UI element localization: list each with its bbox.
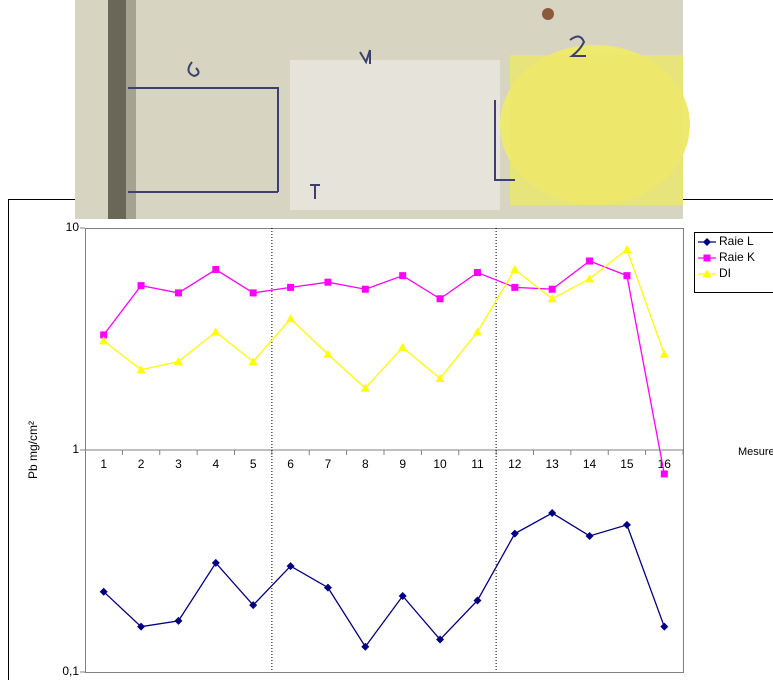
- marker: [138, 282, 145, 289]
- x-tick-label: 10: [433, 457, 447, 471]
- x-axis-label: Mesure n°: [738, 446, 773, 458]
- legend-label: Raie K: [719, 250, 755, 264]
- marker: [623, 272, 630, 279]
- x-tick-label: 12: [508, 457, 522, 471]
- x-tick-label: 1: [100, 457, 107, 471]
- x-tick-label: 15: [620, 457, 634, 471]
- photo: [75, 0, 690, 219]
- chart: Pb mg/cm² Mesure n° 0,111012345678910111…: [0, 0, 773, 680]
- y-tick-label: 10: [66, 220, 80, 234]
- marker: [287, 284, 294, 291]
- marker: [362, 286, 369, 293]
- x-tick-label: 9: [399, 457, 406, 471]
- legend-label: DI: [719, 266, 731, 280]
- marker: [212, 266, 219, 273]
- x-tick-label: 8: [362, 457, 369, 471]
- marker: [250, 289, 257, 296]
- marker: [399, 272, 406, 279]
- x-tick-label: 11: [471, 457, 484, 471]
- x-tick-label: 6: [287, 457, 294, 471]
- x-tick-label: 2: [138, 457, 145, 471]
- marker: [324, 279, 331, 286]
- marker: [549, 286, 556, 293]
- x-tick-label: 7: [325, 457, 332, 471]
- marker: [511, 284, 518, 291]
- x-tick-label: 13: [546, 457, 560, 471]
- x-tick-label: 5: [250, 457, 257, 471]
- y-axis-label: Pb mg/cm²: [26, 421, 40, 479]
- marker: [474, 269, 481, 276]
- marker: [437, 295, 444, 302]
- marker: [586, 258, 593, 265]
- marker: [661, 470, 668, 477]
- y-tick-label: 1: [72, 442, 79, 456]
- marker: [704, 255, 711, 262]
- y-tick-label: 0,1: [62, 664, 79, 678]
- x-tick-label: 16: [658, 457, 672, 471]
- marker: [175, 289, 182, 296]
- legend-label: Raie L: [719, 234, 754, 248]
- x-tick-label: 3: [175, 457, 182, 471]
- x-tick-label: 14: [583, 457, 597, 471]
- x-tick-label: 4: [212, 457, 219, 471]
